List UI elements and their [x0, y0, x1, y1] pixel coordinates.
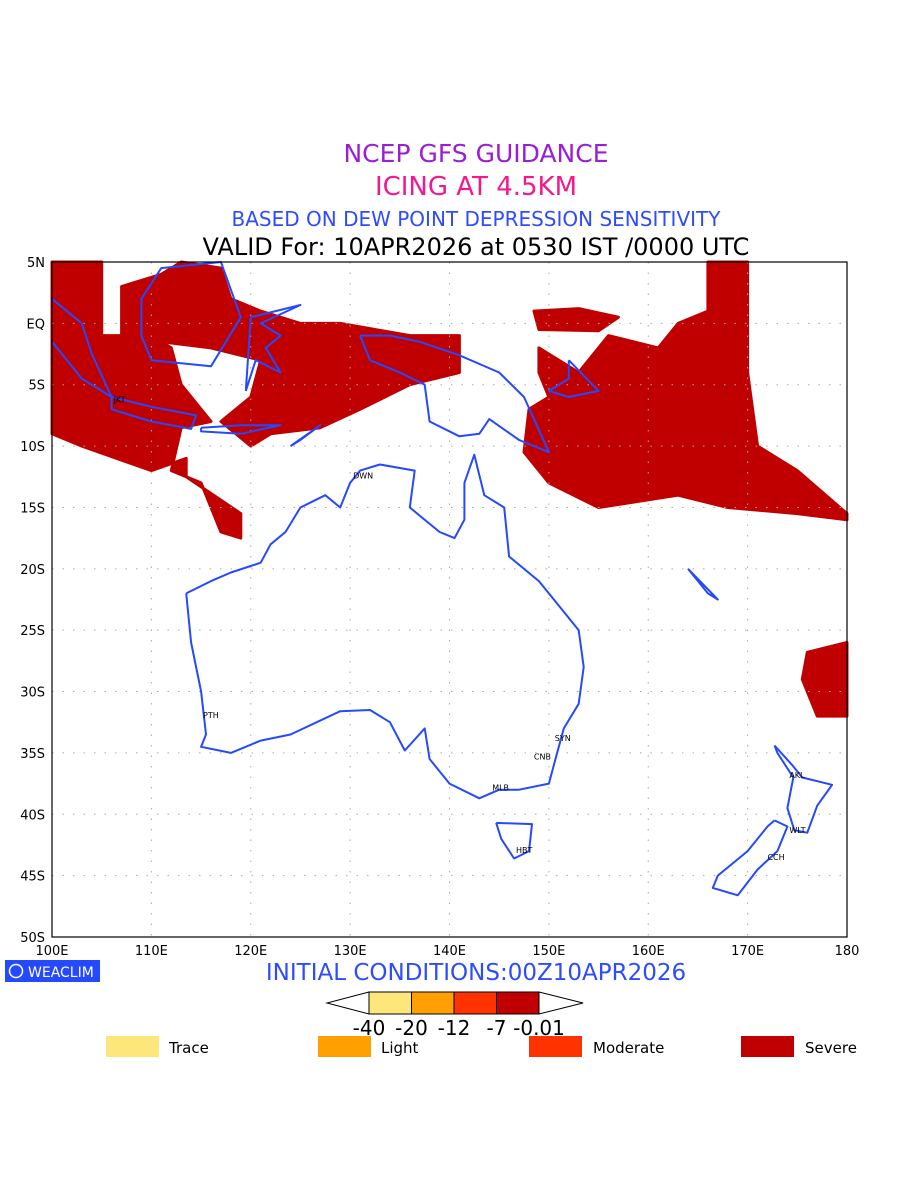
- logo-text: WEACLIM: [28, 965, 94, 981]
- lon-tick-label: 150E: [532, 944, 565, 959]
- city-label-mlb: MLB: [492, 783, 509, 792]
- coastline: [244, 304, 302, 392]
- coastline: [495, 821, 533, 860]
- colorbar-label: -12: [438, 1016, 471, 1040]
- coastline: [711, 819, 789, 897]
- lat-tick-label: 10S: [20, 440, 45, 455]
- city-label-jkt: JKT: [113, 395, 126, 404]
- city-label-syn: SYN: [555, 734, 571, 743]
- coastline: [140, 261, 242, 368]
- coastline: [773, 744, 834, 834]
- legend-swatch-severe: [741, 1036, 794, 1057]
- coastlines: [51, 261, 834, 897]
- map-frame: [51, 261, 848, 938]
- legend-label-severe: Severe: [805, 1039, 857, 1057]
- lat-tick-label: 40S: [20, 808, 45, 823]
- map-area: JKT DWN PTH SYN CNB MLB HBT AKL WLT CCH: [50, 260, 849, 938]
- lon-tick-label: 120E: [234, 944, 267, 959]
- lon-tick-label: 130E: [334, 944, 367, 959]
- graticule: [52, 262, 847, 937]
- city-labels: JKT DWN PTH SYN CNB MLB HBT AKL WLT CCH: [113, 395, 806, 862]
- city-label-dwn: DWN: [353, 472, 373, 481]
- lat-tick-label: 15S: [20, 501, 45, 516]
- severe-icing-region: [532, 307, 620, 333]
- lat-tick-label: 35S: [20, 747, 45, 762]
- coastline: [359, 334, 550, 454]
- city-label-pth: PTH: [203, 711, 219, 720]
- colorbar-moderate: [453, 991, 497, 1015]
- severe-icing-region: [800, 641, 849, 718]
- lon-tick-label: 140E: [433, 944, 466, 959]
- coastline: [110, 396, 198, 430]
- lat-tick-label: 30S: [20, 686, 45, 701]
- axis-tick-labels: 100E 110E 120E 130E 140E 150E 160E 170E 180 5N EQ 5…: [20, 256, 859, 959]
- copyright-icon: [8, 963, 24, 979]
- lon-tick-label: 180: [835, 944, 860, 959]
- city-label-cnb: CNB: [534, 753, 551, 762]
- colorbar-label: -7: [487, 1016, 507, 1040]
- city-label-wlt: WLT: [789, 826, 805, 835]
- lat-tick-label: EQ: [27, 317, 45, 332]
- colorbar-left-arrow: [325, 991, 370, 1015]
- legend-swatch-trace: [106, 1036, 159, 1057]
- colorbar-light: [411, 991, 455, 1015]
- colorbar-label: -20: [395, 1016, 428, 1040]
- colorbar: -40 -20 -12 -7 -0.01: [325, 991, 584, 1040]
- coastline: [289, 424, 322, 447]
- coastline: [200, 424, 282, 435]
- legend-swatch-light: [318, 1036, 371, 1057]
- legend-label-moderate: Moderate: [593, 1039, 664, 1057]
- lon-tick-label: 100E: [35, 944, 68, 959]
- legend-swatch-moderate: [529, 1036, 582, 1057]
- coastline: [547, 359, 600, 398]
- lat-tick-label: 5N: [27, 256, 45, 271]
- city-label-akl: AKL: [789, 771, 805, 780]
- severe-icing-regions: [50, 260, 849, 718]
- severe-icing-region: [120, 260, 461, 448]
- title-line-4: VALID For: 10APR2026 at 0530 IST /0000 U…: [203, 233, 750, 261]
- lat-tick-label: 25S: [20, 624, 45, 639]
- city-label-hbt: HBT: [516, 846, 533, 855]
- lat-tick-label: 45S: [20, 870, 45, 885]
- coastline: [51, 298, 113, 398]
- lon-tick-label: 170E: [731, 944, 764, 959]
- initial-conditions: INITIAL CONDITIONS:00Z10APR2026: [266, 960, 686, 986]
- coastline: [185, 453, 585, 800]
- title-line-1: NCEP GFS GUIDANCE: [343, 139, 608, 168]
- colorbar-trace: [368, 991, 412, 1015]
- coastline: [687, 568, 719, 601]
- lon-tick-label: 160E: [632, 944, 665, 959]
- lon-tick-label: 110E: [135, 944, 168, 959]
- title-line-2: ICING AT 4.5KM: [375, 172, 577, 202]
- title-line-3: BASED ON DEW POINT DEPRESSION SENSITIVIT…: [232, 207, 722, 231]
- legend-label-light: Light: [381, 1039, 419, 1057]
- lat-tick-label: 5S: [28, 379, 45, 394]
- legend-label-trace: Trace: [168, 1039, 209, 1057]
- colorbar-severe: [496, 991, 540, 1015]
- city-label-cch: CCH: [767, 853, 784, 862]
- lat-tick-label: 20S: [20, 563, 45, 578]
- legend: Trace Light Moderate Severe: [106, 1036, 857, 1057]
- weaclim-logo: WEACLIM: [5, 960, 100, 982]
- lat-tick-label: 50S: [20, 931, 45, 946]
- colorbar-right-arrow: [538, 991, 584, 1015]
